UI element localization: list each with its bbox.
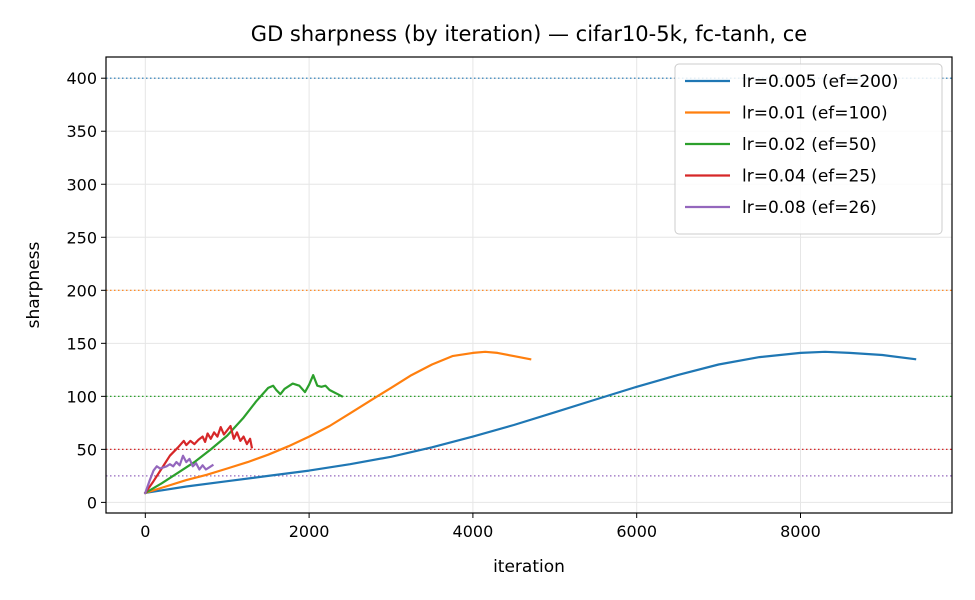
series-line: [143, 374, 344, 495]
x-tick-label: 2000: [289, 522, 330, 541]
x-axis-label: iteration: [493, 557, 565, 577]
y-tick-label: 250: [66, 228, 97, 247]
series-lines: [143, 350, 917, 495]
legend-label: lr=0.08 (ef=26): [742, 198, 877, 218]
series-line: [144, 350, 917, 495]
y-tick-label: 50: [77, 440, 97, 459]
y-axis-label: sharpness: [24, 241, 44, 328]
legend-label: lr=0.02 (ef=50): [742, 135, 877, 155]
x-ticks: 0 2000 4000 6000 8000: [140, 513, 821, 541]
x-tick-label: 4000: [453, 522, 494, 541]
chart-title: GD sharpness (by iteration) — cifar10-5k…: [251, 22, 807, 46]
series-line: [143, 454, 215, 495]
legend-box: [674, 63, 943, 235]
legend-label: lr=0.04 (ef=25): [742, 167, 877, 187]
y-tick-label: 400: [66, 69, 97, 88]
legend: lr=0.005 (ef=200) lr=0.01 (ef=100) lr=0.02…: [674, 63, 943, 235]
y-tick-label: 300: [66, 175, 97, 194]
y-tick-label: 150: [66, 334, 97, 353]
series-line: [143, 424, 254, 495]
x-tick-label: 8000: [780, 522, 821, 541]
x-tick-label: 0: [140, 522, 150, 541]
y-tick-label: 100: [66, 387, 97, 406]
y-tick-label: 200: [66, 281, 97, 300]
y-tick-label: 0: [87, 493, 97, 512]
legend-label: lr=0.01 (ef=100): [742, 104, 888, 124]
legend-label: lr=0.005 (ef=200): [742, 72, 898, 92]
x-tick-label: 6000: [616, 522, 657, 541]
y-tick-label: 350: [66, 122, 97, 141]
plot-frame: [105, 56, 953, 514]
series-line: [143, 350, 532, 495]
y-ticks: 0 50 100 150 200 250 300 350 400: [66, 69, 106, 512]
